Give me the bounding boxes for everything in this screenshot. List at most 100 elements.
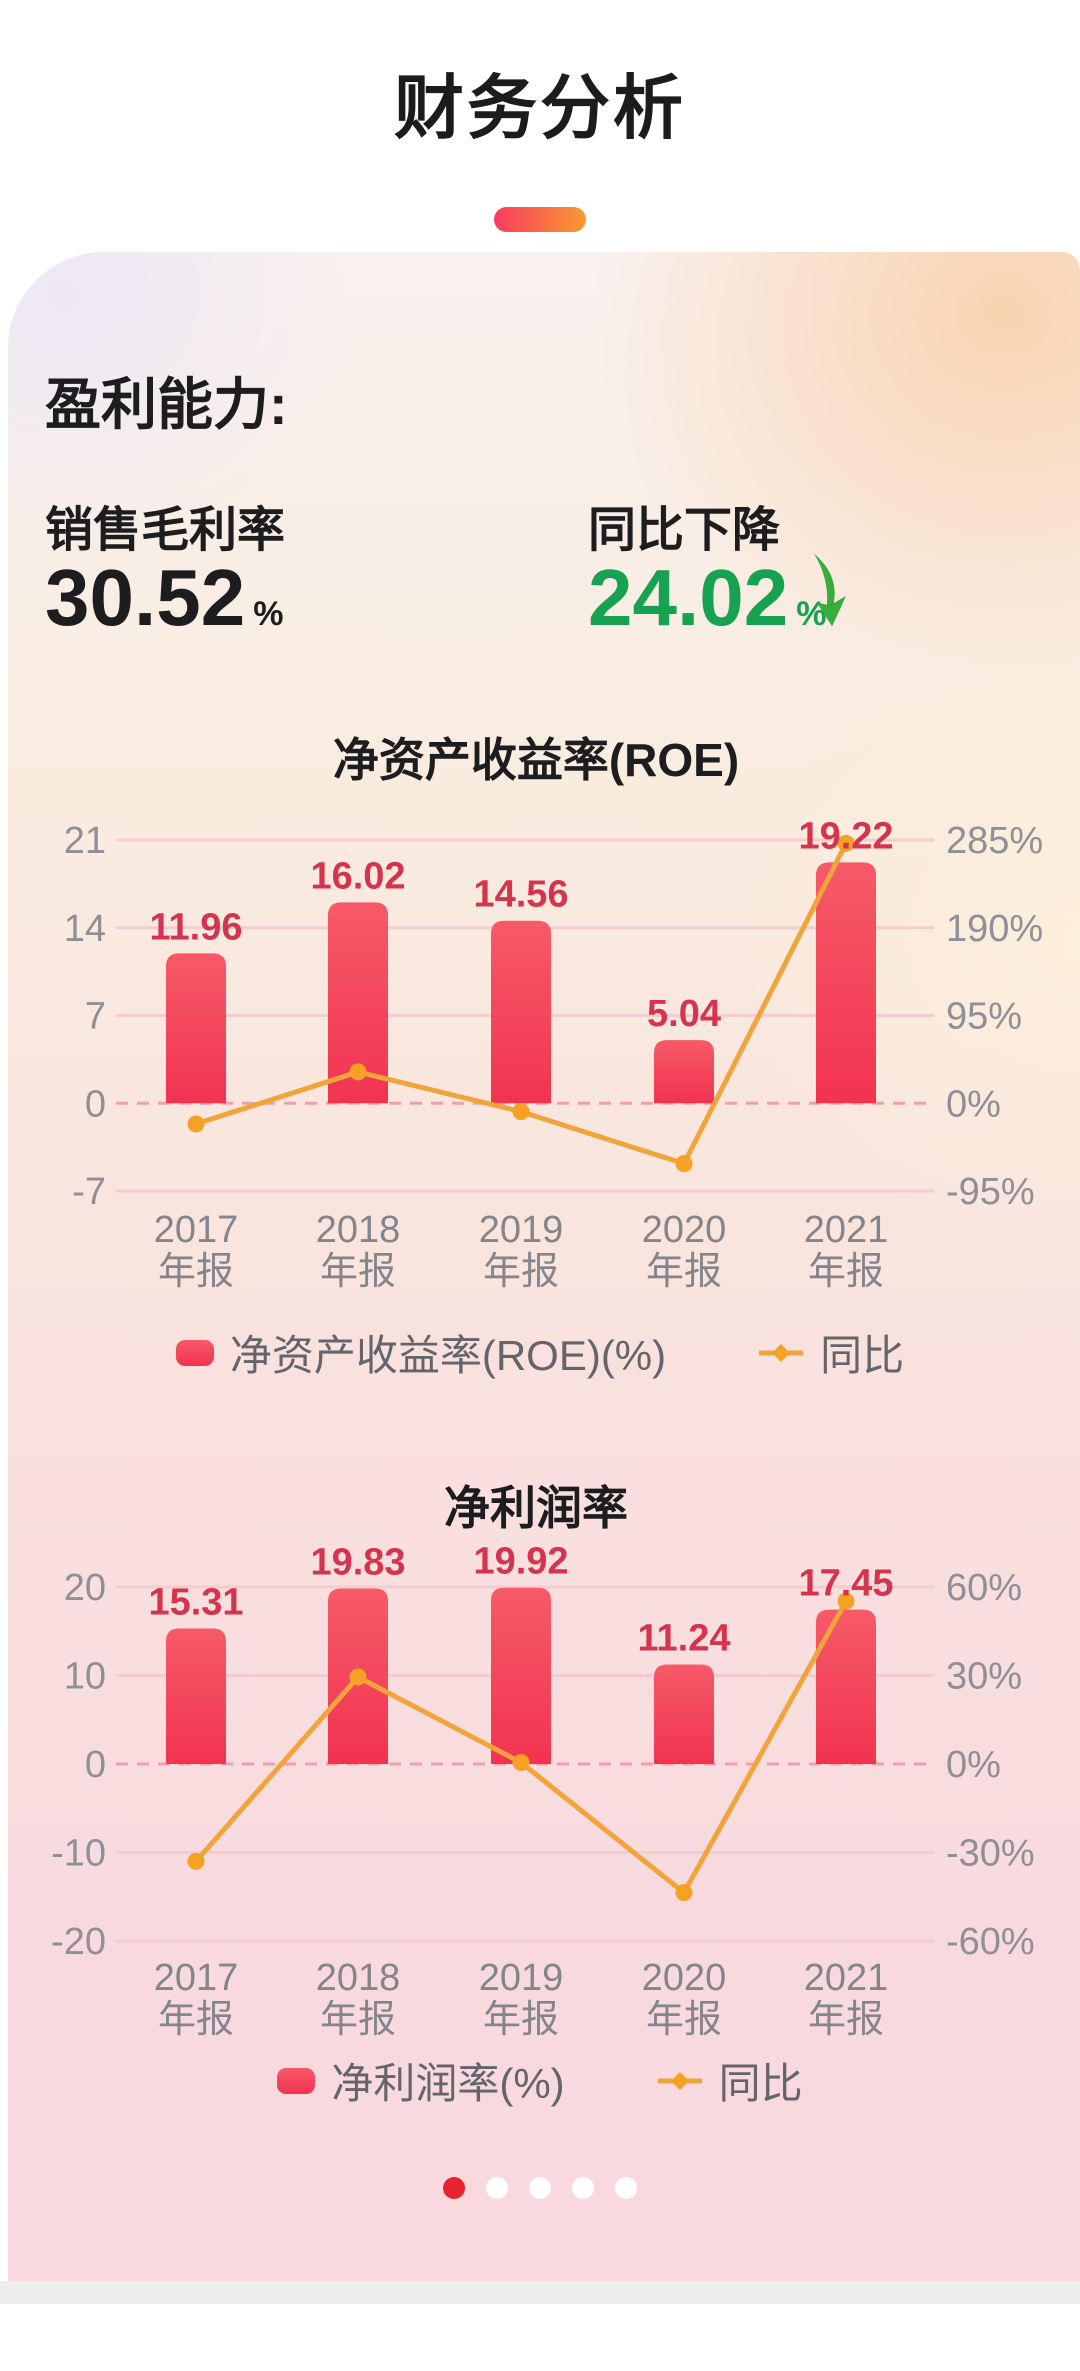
x-category-label: 2020	[642, 1209, 727, 1251]
axis-tick-right: 0%	[946, 1744, 1001, 1786]
legend-line-label: 同比	[820, 1332, 905, 1379]
legend-line-marker-icon	[759, 1343, 804, 1362]
bar-2019	[491, 920, 551, 1104]
bar-value-label: 14.56	[473, 874, 568, 916]
x-category-sublabel: 年报	[320, 1251, 396, 1293]
bar-value-label: 19.92	[473, 1541, 568, 1583]
yoy-point-2019	[512, 1754, 530, 1772]
gross-margin-stat: 30.52 %	[45, 558, 283, 638]
yoy-point-2021	[837, 1592, 855, 1610]
yoy-unit: %	[796, 595, 827, 633]
axis-tick-left: 0	[85, 1083, 106, 1125]
bar-2017	[166, 1628, 226, 1764]
bar-value-label: 11.96	[150, 906, 243, 948]
x-category-sublabel: 年报	[808, 1251, 884, 1293]
x-category-sublabel: 年报	[646, 1999, 722, 2041]
x-category-label: 2019	[479, 1209, 564, 1251]
axis-tick-right: 0%	[946, 1083, 1001, 1125]
bar-value-label: 5.04	[647, 993, 721, 1035]
gross-margin-value: 30.52	[45, 553, 246, 642]
pagination-dot-5[interactable]	[615, 2177, 637, 2199]
axis-tick-right: 285%	[946, 820, 1043, 862]
legend-item-bar: 净资产收益率(ROE)(%)	[175, 1322, 666, 1383]
pagination-dot-4[interactable]	[572, 2177, 594, 2199]
pagination	[0, 2177, 1080, 2199]
axis-tick-left: -20	[51, 1921, 106, 1963]
bottom-divider	[0, 2281, 1080, 2304]
axis-tick-left: 7	[85, 996, 106, 1038]
bar-value-label: 15.31	[148, 1582, 243, 1624]
title-underline-pill	[494, 207, 586, 232]
bar-value-label: 19.22	[798, 815, 893, 857]
bar-value-label: 16.02	[310, 855, 405, 897]
axis-tick-right: 60%	[946, 1567, 1022, 1609]
yoy-value: 24.02	[588, 553, 789, 642]
bar-value-label: 17.45	[798, 1563, 893, 1605]
bar-2020	[654, 1040, 714, 1104]
x-category-label: 2018	[316, 1957, 401, 1999]
legend-bar-swatch-icon	[175, 1339, 214, 1366]
axis-tick-left: -7	[72, 1171, 106, 1213]
axis-tick-right: -95%	[946, 1171, 1035, 1213]
x-category-sublabel: 年报	[483, 1251, 559, 1293]
legend-bar-swatch-icon	[277, 2067, 316, 2094]
x-category-label: 2017	[154, 1957, 239, 1999]
axis-tick-right: -30%	[946, 1833, 1035, 1875]
legend-line-label: 同比	[718, 2060, 803, 2107]
x-category-sublabel: 年报	[320, 1999, 396, 2041]
axis-tick-left: -10	[51, 1833, 106, 1875]
legend-item-line: 同比	[758, 1322, 904, 1383]
roe-legend: 净资产收益率(ROE)(%) 同比	[0, 1322, 1080, 1383]
x-category-sublabel: 年报	[158, 1251, 234, 1293]
x-category-label: 2021	[804, 1957, 889, 1999]
axis-tick-left: 20	[64, 1567, 106, 1609]
x-category-label: 2018	[316, 1209, 401, 1251]
pagination-dot-3[interactable]	[529, 2177, 551, 2199]
yoy-point-2020	[675, 1884, 693, 1902]
yoy-point-2018	[349, 1063, 367, 1081]
yoy-point-2017	[187, 1115, 205, 1133]
bar-value-label: 11.24	[638, 1618, 731, 1660]
bar-2021	[816, 1609, 876, 1764]
yoy-point-2019	[512, 1103, 530, 1121]
page-title: 财务分析	[394, 69, 686, 147]
x-category-sublabel: 年报	[808, 1999, 884, 2041]
bar-2019	[491, 1587, 551, 1764]
legend-bar-label: 净利润率(%)	[331, 2060, 565, 2107]
section-label: 盈利能力:	[45, 373, 288, 436]
yoy-point-2017	[187, 1852, 205, 1870]
net-margin-chart: 20 60% 10 30% 0 0% -10 -30% -20 -60% 15.31 19.83 19.…	[51, 1541, 1035, 2041]
legend-item-line: 同比	[657, 2050, 803, 2111]
x-category-sublabel: 年报	[483, 1999, 559, 2041]
x-category-label: 2021	[804, 1209, 889, 1251]
legend-line-marker-icon	[657, 2071, 702, 2090]
x-category-sublabel: 年报	[646, 1251, 722, 1293]
bar-2018	[328, 902, 388, 1104]
yoy-point-2018	[349, 1668, 367, 1686]
axis-tick-right: 190%	[946, 908, 1043, 950]
x-category-sublabel: 年报	[158, 1999, 234, 2041]
bar-value-label: 19.83	[310, 1542, 405, 1584]
yoy-point-2020	[675, 1155, 693, 1173]
bar-2017	[166, 953, 226, 1104]
profitability-card: 盈利能力: 销售毛利率 30.52 % 同比下降 24.02 %	[8, 252, 1080, 2281]
x-category-label: 2019	[479, 1957, 564, 1999]
net-margin-chart-title: 净利润率	[444, 1482, 628, 1534]
axis-tick-right: 30%	[946, 1656, 1022, 1698]
roe-chart-title: 净资产收益率(ROE)	[332, 734, 740, 786]
bar-2021	[816, 862, 876, 1104]
axis-tick-left: 0	[85, 1744, 106, 1786]
x-category-label: 2017	[154, 1209, 239, 1251]
pagination-dot-1[interactable]	[443, 2177, 465, 2199]
yoy-point-2021	[837, 834, 855, 852]
pagination-dot-2[interactable]	[486, 2177, 508, 2199]
net-margin-legend: 净利润率(%) 同比	[0, 2050, 1080, 2111]
bar-2020	[654, 1664, 714, 1764]
legend-item-bar: 净利润率(%)	[277, 2050, 565, 2111]
axis-tick-left: 14	[64, 908, 106, 950]
axis-tick-right: -60%	[946, 1921, 1035, 1963]
axis-tick-right: 95%	[946, 996, 1022, 1038]
axis-tick-left: 10	[64, 1656, 106, 1698]
roe-chart: 21 285% 14 190% 7 95% 0 0% -7 -95% 11.96 16.02 14.56…	[64, 815, 1043, 1293]
